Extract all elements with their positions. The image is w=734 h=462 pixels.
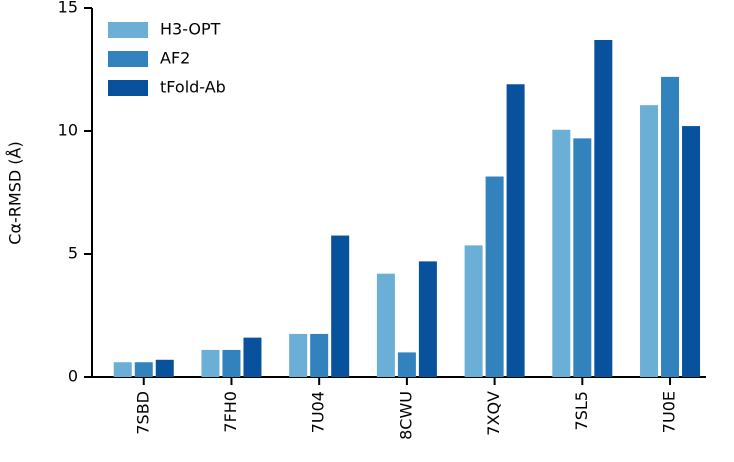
bar <box>594 39 613 377</box>
legend-swatch <box>108 51 148 67</box>
bar <box>552 129 571 377</box>
y-tick-label: 0 <box>68 367 78 386</box>
bar <box>310 333 329 377</box>
x-tick-label: 8CWU <box>396 391 415 440</box>
legend-label: tFold-Ab <box>160 78 226 97</box>
bar <box>506 84 525 377</box>
bar <box>134 362 153 377</box>
x-tick-label: 7SL5 <box>572 391 591 430</box>
y-axis-label: Cα-RMSD (Å) <box>6 141 25 244</box>
legend-swatch <box>108 80 148 96</box>
bar <box>331 235 350 377</box>
x-tick-label: 7FH0 <box>221 391 240 433</box>
bar <box>113 362 132 377</box>
legend-swatch <box>108 22 148 38</box>
bar <box>573 138 592 377</box>
bar <box>464 245 483 377</box>
bar <box>661 76 680 377</box>
bar <box>640 105 659 378</box>
x-tick-label: 7SBD <box>133 391 152 435</box>
y-tick-label: 5 <box>68 244 78 263</box>
x-tick-label: 7XQV <box>484 391 503 436</box>
bar <box>155 359 174 377</box>
bar <box>485 176 504 377</box>
legend-label: AF2 <box>160 49 190 68</box>
bar <box>289 333 308 377</box>
bar <box>243 337 262 377</box>
y-tick-label: 15 <box>58 0 78 17</box>
bar <box>376 273 395 377</box>
y-tick-label: 10 <box>58 121 78 140</box>
bar <box>682 126 701 377</box>
legend-label: H3-OPT <box>160 20 221 39</box>
x-tick-label: 7U04 <box>309 391 328 433</box>
bar <box>397 352 416 377</box>
bar <box>201 349 220 377</box>
x-tick-label: 7U0E <box>660 391 679 433</box>
bar <box>418 261 437 377</box>
bar <box>222 349 241 377</box>
